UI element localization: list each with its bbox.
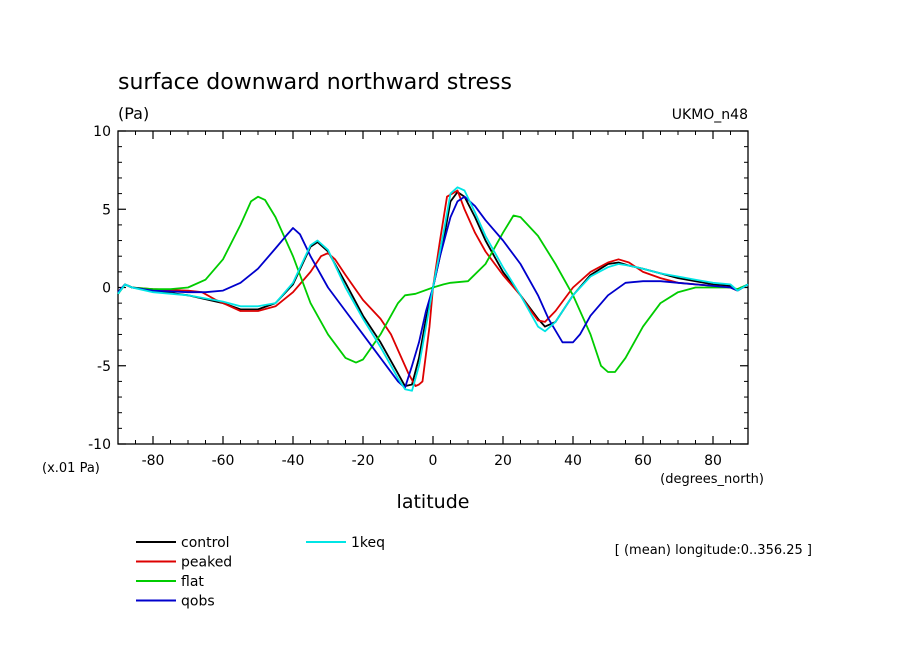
major-ticks [118,130,748,445]
x-tick-label: 0 [429,453,438,469]
x-tick-label: 80 [704,453,722,469]
legend-label-1keq: 1keq [351,535,385,551]
legend-label-peaked: peaked [181,555,232,571]
x-tick-label: 20 [494,453,512,469]
y-tick-label: -5 [97,359,111,375]
x-tick-labels: -80 -60 -40 -20 0 20 40 60 80 [142,453,722,469]
mean-note: [ (mean) longitude:0..356.25 ] [615,543,812,558]
y-tick-label: 5 [102,202,111,218]
x-tick-label: -20 [352,453,375,469]
y-tick-label: 0 [102,281,111,297]
x-units: (degrees_north) [660,472,764,487]
legend-label-qobs: qobs [181,594,215,610]
y-tick-label: 10 [93,124,111,140]
y-tick-labels: -10 -5 0 5 10 [88,124,111,453]
units-label: (Pa) [118,104,149,123]
series-lines [117,186,749,392]
legend-label-control: control [181,535,230,551]
series-line-peaked [117,189,749,387]
x-tick-label: -80 [142,453,165,469]
chart-title: surface downward northward stress [118,70,512,95]
minor-ticks [118,131,748,444]
x-tick-label: -40 [282,453,305,469]
y-tick-label: -10 [88,437,111,453]
model-label: UKMO_n48 [672,107,748,123]
x-tick-label: 40 [564,453,582,469]
legend: control peaked flat qobs 1keq [136,535,385,610]
x-tick-label: -60 [212,453,235,469]
legend-label-flat: flat [181,574,204,590]
series-line-1keq [117,186,749,392]
x-axis-label: latitude [397,491,470,513]
scale-note: (x.01 Pa) [42,461,100,476]
x-tick-label: 60 [634,453,652,469]
